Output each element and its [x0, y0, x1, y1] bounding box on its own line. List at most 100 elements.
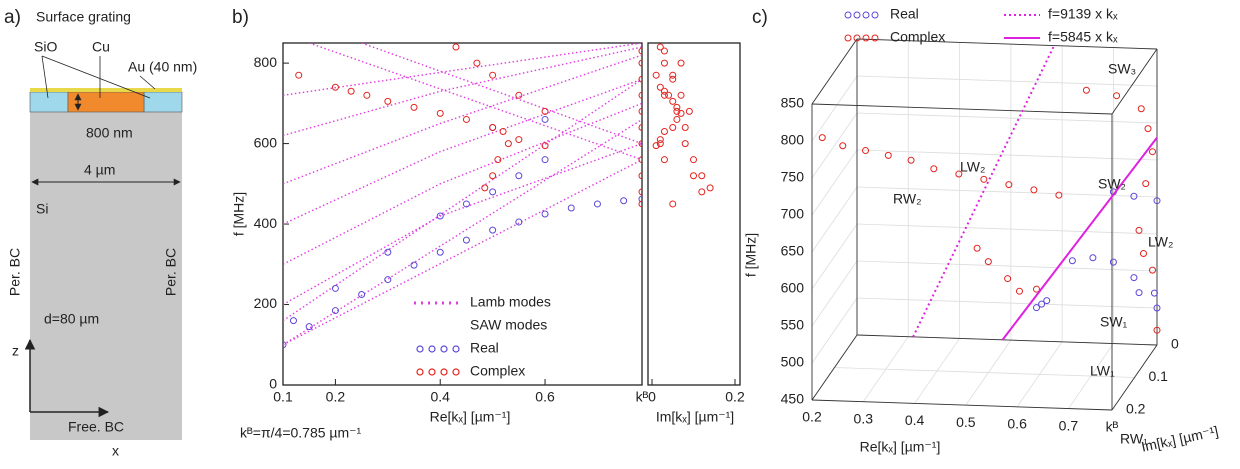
- mode-point: [1032, 285, 1040, 293]
- mode-point-im: [656, 140, 664, 148]
- mode-point: [410, 261, 418, 269]
- x-tick-label: kᴮ: [636, 389, 649, 405]
- lamb-mode-line: [283, 43, 642, 96]
- lamb-mode-line: [283, 54, 642, 185]
- grid-line: [856, 112, 1158, 124]
- mode-point: [1149, 266, 1156, 274]
- mode-label: SW₂: [1098, 176, 1126, 192]
- legend-swatch: [428, 345, 436, 353]
- y-tick-label: 0: [1171, 336, 1179, 352]
- mode-point-im: [660, 59, 668, 67]
- mode-point: [638, 156, 642, 164]
- mode-point: [436, 109, 444, 117]
- plot-frame: [282, 42, 643, 386]
- mode-point: [515, 91, 523, 99]
- slope-line: [1001, 137, 1158, 341]
- mode-point-im: [698, 172, 706, 180]
- legend-swatch: [452, 345, 460, 353]
- mode-point: [620, 197, 628, 205]
- mode-label: LW₂: [1148, 234, 1173, 250]
- panel-b: b) f [MHz] Re[kₓ] [µm⁻¹] Im[kₓ] [µm⁻¹] k…: [231, 7, 745, 441]
- mode-label: LW₂: [960, 159, 985, 175]
- y-tick-label: 400: [254, 215, 278, 231]
- x-tick-label: 0.4: [430, 389, 450, 405]
- mode-point: [515, 136, 523, 144]
- mode-point-im: [673, 107, 681, 115]
- z-tick-label: 450: [781, 391, 805, 407]
- lamb-mode-line: [283, 78, 642, 322]
- box-edge: [811, 38, 858, 105]
- legend-swatch: [844, 34, 852, 42]
- x-axis-label: Re[kₓ] [µm⁻¹]: [860, 439, 941, 455]
- grid-line: [811, 260, 858, 327]
- mode-point-im: [660, 47, 668, 55]
- label-si: Si: [36, 201, 48, 217]
- grid-line: [856, 75, 1158, 87]
- mode-point: [1135, 289, 1143, 297]
- x-tick-label: 0.5: [956, 414, 976, 430]
- mode-point-im: [673, 115, 681, 123]
- mode-point: [1153, 304, 1161, 312]
- mode-point-im: [690, 156, 697, 164]
- lamb-mode-line: [308, 43, 642, 161]
- z-tick-label: 850: [781, 95, 805, 111]
- mode-point: [1135, 226, 1143, 234]
- legend-swatch: [452, 368, 460, 376]
- mode-point: [638, 140, 642, 148]
- mode-point: [1153, 326, 1161, 334]
- legend-label: f=9139 x kₓ: [1048, 6, 1118, 22]
- mode-point: [1130, 274, 1138, 282]
- mode-point: [504, 140, 512, 148]
- box-edge: [1111, 344, 1158, 411]
- label-cu: Cu: [92, 39, 110, 55]
- mode-point: [410, 103, 418, 111]
- panel-a: a) Surface grating SiO Cu Au (40 nm) 800…: [4, 7, 197, 459]
- panel-c: c) f [MHz] Re[kₓ] [µm⁻¹] Im[kₓ] [µm⁻¹] 4…: [743, 6, 1220, 455]
- mode-point: [295, 71, 303, 79]
- mode-point: [593, 200, 601, 208]
- x-tick-label: 0.7: [1059, 417, 1079, 433]
- label-z: z: [12, 343, 19, 359]
- legend-swatch: [416, 368, 424, 376]
- mode-point-im: [673, 103, 681, 111]
- grid-line: [811, 149, 858, 216]
- x2-tick-label: 0.2: [725, 389, 745, 405]
- box-edge: [811, 103, 1113, 115]
- si-substrate: [30, 112, 182, 440]
- plot-area: [652, 43, 714, 208]
- mode-point: [1055, 191, 1063, 199]
- legend-swatch: [428, 368, 436, 376]
- mode-point: [638, 200, 642, 208]
- mode-point: [541, 210, 549, 218]
- panel-label: c): [752, 7, 768, 28]
- x2-axis-label: Im[kₓ] [µm⁻¹]: [656, 409, 734, 425]
- mode-point: [930, 165, 938, 173]
- lamb-mode-line: [283, 159, 642, 346]
- legend-swatch: [853, 11, 861, 19]
- lamb-mode-line: [283, 46, 642, 137]
- mode-point: [1082, 86, 1090, 94]
- mode-point: [436, 248, 444, 256]
- legend-swatch: [871, 11, 879, 19]
- legend-swatch: [862, 11, 870, 19]
- au-layer: [30, 88, 182, 92]
- y-tick-label: 0.2: [1126, 401, 1146, 417]
- grid-line: [811, 112, 858, 179]
- leader: [139, 75, 156, 90]
- mode-point: [567, 204, 575, 212]
- mode-point: [541, 115, 549, 123]
- mode-point: [1142, 180, 1150, 188]
- lamb-mode-line: [283, 142, 642, 306]
- mode-point: [541, 156, 549, 164]
- label-period: 4 µm: [84, 162, 115, 178]
- grid-line: [811, 186, 858, 253]
- mode-point: [462, 200, 470, 208]
- mode-point-im: [660, 87, 668, 95]
- y-axis-label: f [MHz]: [231, 192, 247, 236]
- mode-point-im: [660, 91, 668, 99]
- mode-point: [839, 142, 847, 150]
- mode-point: [489, 172, 497, 180]
- mode-point: [984, 258, 992, 266]
- x-axis-label: Re[kₓ] [µm⁻¹]: [430, 409, 511, 425]
- mode-point-im: [698, 188, 706, 196]
